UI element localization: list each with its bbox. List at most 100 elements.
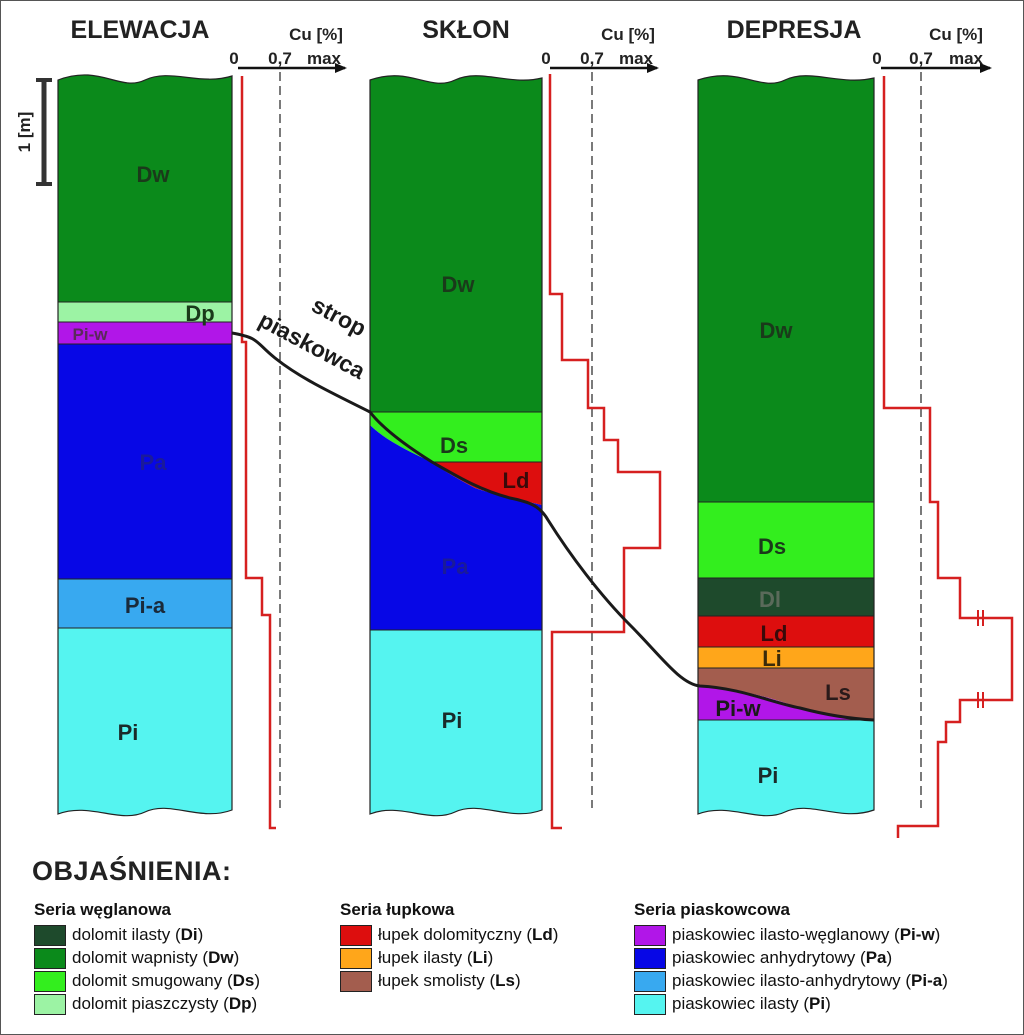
cu-axis-depresja: Cu [%] 0 0,7 max [872,25,992,73]
cu-axis-sklon: Cu [%] 0 0,7 max [541,25,659,73]
cu-axis-label: Cu [%] [601,25,655,44]
legend-swatch [340,970,372,992]
layer-label-dl: Dl [759,587,781,612]
column-outline [369,75,543,817]
layer-label-ds: Ds [758,534,786,559]
legend-series-weglanowa: Seria węglanowa dolomit ilasty (Di) dolo… [34,900,260,1016]
layer-ls [698,668,874,720]
legend-item-text: łupek dolomityczny [378,925,522,944]
legend-item: łupek smolisty (Ls) [340,970,558,992]
column-outline [57,74,233,817]
legend-item-text: piaskowiec ilasto-anhydrytowy [672,971,901,990]
legend-item-code: Ls [495,971,515,990]
legend-item: dolomit wapnisty (Dw) [34,947,260,969]
legend-swatch [634,924,666,946]
layer-pi-w [698,686,874,720]
cu-tick-0: 0 [872,49,881,68]
legend-item: piaskowiec anhydrytowy (Pa) [634,947,948,969]
legend-swatch [634,970,666,992]
layer-label-ld: Ld [761,621,788,646]
layer-pi-w [58,322,232,344]
legend-series-piaskowcowa: Seria piaskowcowa piaskowiec ilasto-węgl… [634,900,948,1016]
legend-item-text: piaskowiec ilasty [672,994,799,1013]
legend-item-code: Pi-a [911,971,943,990]
legend-item: łupek ilasty (Li) [340,947,558,969]
cu-tick-0: 0 [229,49,238,68]
legend-item-text: dolomit smugowany [72,971,223,990]
cu-break-marks [977,610,984,708]
layer-dl [698,578,874,616]
layer-label-pi: Pi [442,708,463,733]
column-title-sklon: SKŁON [422,16,510,44]
legend-swatch [34,970,66,992]
cu-tick-max: max [307,49,342,68]
cu-profile-elewacja [240,76,276,830]
cu-tick-max: max [619,49,654,68]
lithology-diagram: ELEWACJA SKŁON DEPRESJA Cu [%] 0 0,7 max… [15,16,1014,838]
cu-tick-07: 0,7 [268,49,292,68]
cu-tick-max: max [949,49,984,68]
cu-profile-sklon [548,74,662,830]
layer-label-pa: Pa [140,450,168,475]
layer-label-ld: Ld [503,468,530,493]
layer-label-pi-w: Pi-w [715,696,761,721]
legend-item: dolomit piaszczysty (Dp) [34,993,260,1015]
legend-swatch [634,947,666,969]
legend-title: OBJAŚNIENIA: [32,856,232,886]
layer-label-pi-w: Pi-w [73,325,109,344]
scale-label: 1 [m] [15,112,34,153]
cu-axis-elewacja: Cu [%] 0 0,7 max [229,25,347,73]
legend-item-text: łupek ilasty [378,948,463,967]
layer-label-dp: Dp [185,301,214,326]
legend-series-lupkowa: Seria łupkowa łupek dolomityczny (Ld) łu… [340,900,558,993]
layer-label-pi: Pi [758,763,779,788]
cu-tick-0: 0 [541,49,550,68]
layer-dp [58,302,232,322]
layer-label-pi: Pi [118,720,139,745]
column-depresja: Dw Ds Dl Ld Li Ls Pi-w Pi [697,75,875,817]
scale-bar: 1 [m] [15,78,52,186]
layer-ld [432,462,542,505]
legend-item: piaskowiec ilasty (Pi) [634,993,948,1015]
cu-tick-07: 0,7 [580,49,604,68]
layer-pa [370,425,542,630]
layer-label-dw: Dw [760,318,794,343]
column-outline [697,75,875,817]
column-title-elewacja: ELEWACJA [71,16,210,44]
legend-swatch [634,993,666,1015]
layer-label-ds: Ds [440,433,468,458]
layer-dw [698,75,874,502]
legend-item-code: Ds [232,971,255,990]
layer-pa [58,344,232,579]
legend-item-text: dolomit piaszczysty [72,994,219,1013]
legend-item-code: Di [180,925,198,944]
legend-item-code: Dp [228,994,252,1013]
legend-item-text: piaskowiec anhydrytowy [672,948,856,967]
layer-pi [58,628,232,816]
legend-item-code: Pi-w [899,925,935,944]
legend-item-code: Li [472,948,488,967]
layer-pi [698,720,874,816]
layer-ld [698,616,874,647]
legend-series-title: Seria łupkowa [340,900,455,919]
legend-item-text: dolomit wapnisty [72,948,198,967]
layer-label-pa: Pa [442,554,470,579]
layer-ds [698,502,874,578]
layer-dw [370,75,542,412]
layer-label-pi-a: Pi-a [125,593,166,618]
legend-swatch [340,924,372,946]
legend-swatch [34,924,66,946]
layer-label-dw: Dw [442,272,476,297]
legend-series-title: Seria węglanowa [34,900,171,919]
column-elewacja: Dw Dp Pi-w Pa Pi-a Pi [57,74,233,817]
legend-item-text: łupek smolisty [378,971,485,990]
layer-label-li: Li [762,646,782,671]
legend-item-code: Pa [865,948,887,967]
cu-tick-07: 0,7 [909,49,933,68]
legend-swatch [34,947,66,969]
legend-swatch [340,947,372,969]
sandstone-top-line [231,331,875,722]
legend-item: łupek dolomityczny (Ld) [340,924,558,946]
layer-li [698,647,874,668]
legend-item: piaskowiec ilasto-węglanowy (Pi-w) [634,924,948,946]
